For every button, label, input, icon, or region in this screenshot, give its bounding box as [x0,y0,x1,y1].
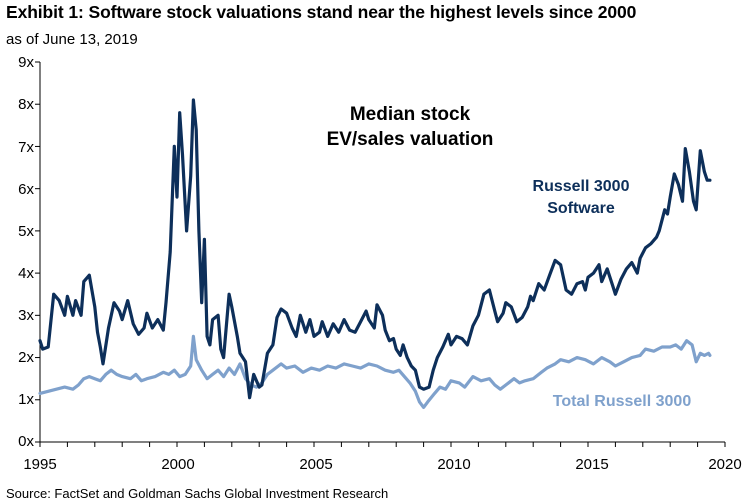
y-tick-label: 3x [18,307,34,324]
series-label-line: Russell 3000 [533,178,630,195]
x-tick-label: 2020 [708,456,742,473]
x-tick-label: 2015 [575,456,609,473]
x-tick-label: 2000 [161,456,195,473]
y-tick-label: 5x [18,223,34,240]
chart-inner-title: Median stock EV/sales valuation [327,104,494,150]
y-tick-label: 7x [18,139,34,156]
chart-inner-title-line: Median stock [350,104,471,125]
y-tick-label: 6x [18,181,34,198]
y-tick-label: 1x [18,391,34,408]
series-line [38,98,712,400]
series-label-total-russell-3000: Total Russell 3000 [553,393,692,410]
y-tick-label: 0x [18,433,34,450]
x-tick-label: 2005 [299,456,333,473]
series-line [38,334,712,409]
chart-title: Exhibit 1: Software stock valuations sta… [6,2,637,22]
y-tick-label: 4x [18,265,34,282]
chart-inner-title-line: EV/sales valuation [327,129,494,150]
y-tick-label: 9x [18,54,34,71]
series-label-line: Software [547,200,615,217]
y-tick-label: 2x [18,349,34,366]
x-tick-label: 1995 [23,456,57,473]
x-tick-label: 2010 [437,456,471,473]
series-label-russell-3000-software: Russell 3000 Software [533,178,630,217]
chart-subtitle: as of June 13, 2019 [6,31,138,48]
y-tick-label: 8x [18,96,34,113]
source-note: Source: FactSet and Goldman Sachs Global… [6,486,389,501]
